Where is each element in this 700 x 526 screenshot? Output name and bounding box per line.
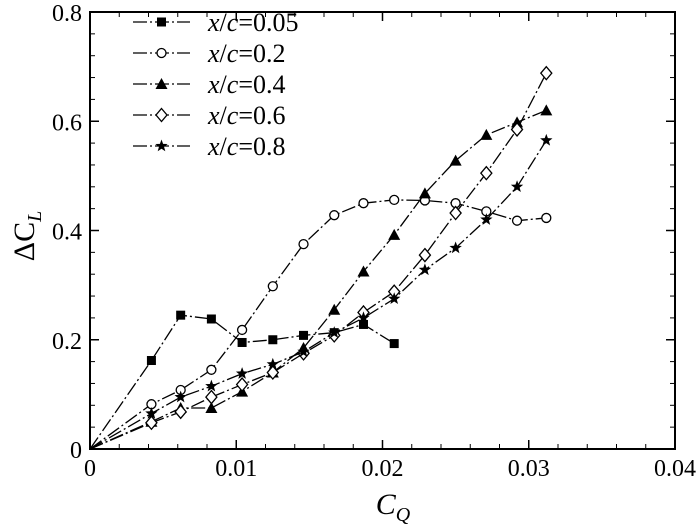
data-point (358, 198, 369, 209)
data-point (357, 311, 370, 324)
legend-label: x/c=0.05 (207, 8, 299, 37)
data-point (540, 104, 553, 116)
series-line (89, 140, 547, 450)
data-point (540, 133, 553, 146)
data-point (328, 303, 341, 315)
y-axis-title: ΔCL (8, 211, 46, 261)
data-point (449, 205, 462, 221)
data-point (268, 335, 278, 345)
legend: x/c=0.05x/c=0.2x/c=0.4x/c=0.6x/c=0.8 (133, 8, 299, 161)
data-point (449, 241, 462, 254)
data-point (206, 314, 216, 324)
y-axis: 0 0.2 0.4 0.6 0.8 (52, 1, 675, 464)
legend-label: x/c=0.2 (207, 39, 286, 68)
series-4 (89, 65, 553, 450)
legend-item: x/c=0.6 (133, 101, 286, 130)
data-point (479, 165, 493, 181)
legend-item: x/c=0.05 (133, 8, 299, 37)
series-line (89, 72, 547, 450)
x-axis: 0 0.01 0.02 0.03 0.04 (84, 12, 696, 482)
series-line (89, 314, 395, 450)
data-point (541, 212, 552, 224)
data-point (205, 402, 218, 414)
series-line (89, 199, 547, 450)
data-point (388, 292, 401, 305)
data-point (480, 213, 493, 225)
data-point (480, 128, 493, 140)
data-point (299, 330, 309, 340)
data-point (145, 406, 158, 419)
data-point (145, 415, 158, 431)
x-tick-label: 0 (84, 456, 96, 482)
data-point (266, 357, 279, 370)
data-point (510, 180, 524, 193)
legend-label: x/c=0.6 (207, 101, 286, 130)
data-point (510, 121, 524, 137)
legend-item: x/c=0.4 (133, 70, 286, 99)
y-tick-label: 0 (70, 438, 82, 464)
x-tick-label: 0.01 (215, 456, 257, 482)
data-point (205, 379, 218, 392)
data-point (329, 210, 340, 221)
data-point (266, 365, 280, 381)
data-point (235, 367, 249, 379)
x-tick-label: 0.02 (362, 456, 404, 482)
y-tick-label: 0.4 (52, 220, 82, 246)
data-point (267, 281, 278, 292)
data-point (539, 65, 553, 81)
legend-label: x/c=0.4 (207, 70, 286, 99)
legend-label: x/c=0.8 (207, 132, 286, 161)
data-point (174, 390, 187, 403)
data-point (418, 263, 432, 276)
plot-area (89, 11, 676, 450)
series-3 (89, 104, 553, 450)
series-line (89, 109, 547, 450)
data-point (418, 247, 432, 263)
data-point (236, 324, 248, 336)
data-point (449, 154, 462, 166)
legend-marker (155, 107, 168, 123)
y-tick-label: 0.2 (52, 329, 82, 355)
data-point (237, 337, 247, 347)
data-point (418, 187, 431, 199)
data-point (146, 356, 156, 366)
data-point (174, 404, 188, 420)
data-point (235, 377, 249, 393)
x-axis-title: CQ (376, 488, 411, 526)
series-group (89, 65, 553, 450)
legend-marker (155, 139, 168, 152)
legend-marker (156, 47, 167, 59)
legend-item: x/c=0.2 (133, 39, 286, 68)
data-point (389, 339, 399, 349)
data-point (206, 364, 217, 375)
x-tick-label: 0.03 (508, 456, 550, 482)
data-point (389, 194, 400, 206)
y-tick-label: 0.6 (52, 110, 82, 136)
y-tick-label: 0.8 (52, 1, 82, 27)
data-point (297, 345, 310, 358)
data-point (388, 228, 401, 240)
series-5 (89, 133, 553, 450)
data-point (298, 239, 309, 250)
data-point (511, 215, 523, 226)
series-1 (89, 310, 399, 450)
x-tick-label: 0.04 (654, 456, 696, 482)
plot-frame (89, 11, 676, 450)
legend-marker (157, 17, 166, 27)
series-2 (89, 194, 552, 450)
data-point (205, 389, 218, 405)
legend-item: x/c=0.8 (133, 132, 286, 161)
data-point (328, 326, 341, 338)
legend-marker (155, 78, 168, 89)
data-point (176, 310, 186, 320)
data-point (357, 265, 370, 277)
data-point (358, 319, 368, 329)
